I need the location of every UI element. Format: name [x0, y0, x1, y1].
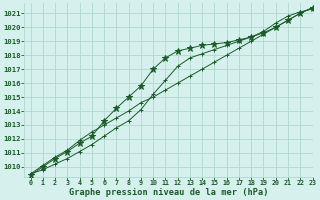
X-axis label: Graphe pression niveau de la mer (hPa): Graphe pression niveau de la mer (hPa)	[69, 188, 268, 197]
